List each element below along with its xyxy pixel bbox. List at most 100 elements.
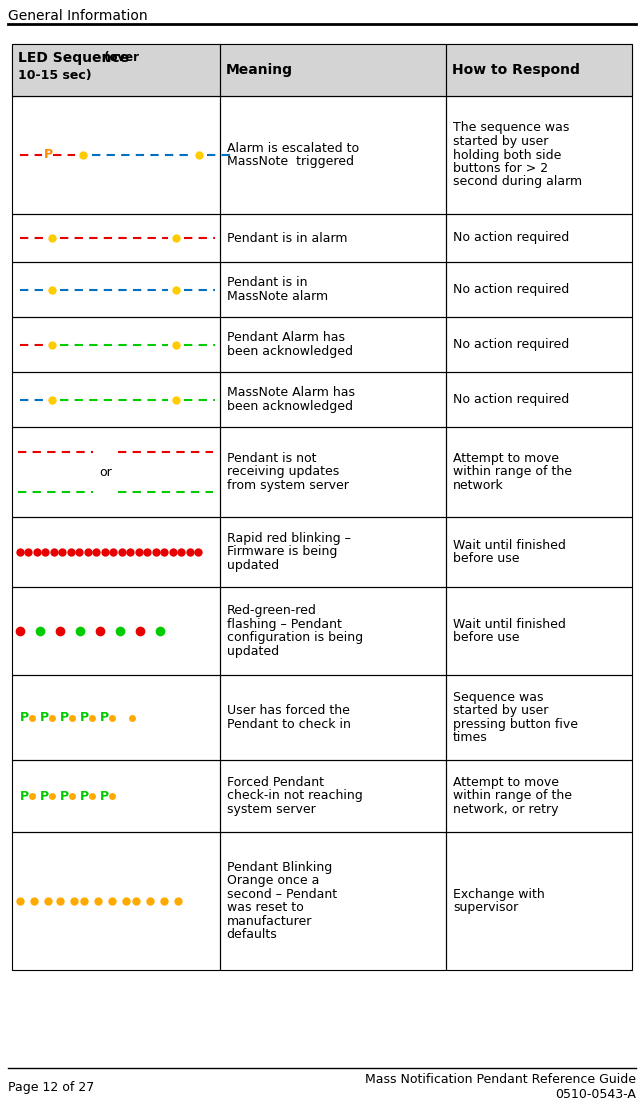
Text: No action required: No action required xyxy=(453,282,569,296)
Bar xyxy=(446,587,632,675)
Text: second during alarm: second during alarm xyxy=(453,176,582,189)
Bar xyxy=(12,44,220,96)
Text: Alarm is escalated to: Alarm is escalated to xyxy=(227,141,359,155)
Text: Firmware is being: Firmware is being xyxy=(227,546,337,558)
Bar xyxy=(220,517,446,587)
Bar xyxy=(12,96,220,214)
Bar xyxy=(446,44,632,96)
Text: P: P xyxy=(100,711,109,724)
Text: Pendant Blinking: Pendant Blinking xyxy=(227,861,332,874)
Text: P: P xyxy=(100,790,109,803)
Bar xyxy=(446,214,632,262)
Text: MassNote alarm: MassNote alarm xyxy=(227,290,328,302)
Text: Attempt to move: Attempt to move xyxy=(453,776,559,790)
Text: times: times xyxy=(453,732,488,744)
Bar xyxy=(220,675,446,759)
Text: Rapid red blinking –: Rapid red blinking – xyxy=(227,532,350,545)
Text: No action required: No action required xyxy=(453,338,569,351)
Text: configuration is being: configuration is being xyxy=(227,632,363,644)
Text: MassNote Alarm has: MassNote Alarm has xyxy=(227,386,355,399)
Text: General Information: General Information xyxy=(8,9,147,23)
Text: before use: before use xyxy=(453,553,520,565)
Bar xyxy=(12,317,220,373)
Text: No action required: No action required xyxy=(453,231,569,245)
Text: supervisor: supervisor xyxy=(453,901,518,914)
Text: P: P xyxy=(60,711,69,724)
Text: receiving updates: receiving updates xyxy=(227,466,339,478)
Text: Pendant to check in: Pendant to check in xyxy=(227,717,350,731)
Bar xyxy=(12,373,220,427)
Text: pressing button five: pressing button five xyxy=(453,717,578,731)
Bar xyxy=(446,96,632,214)
Bar xyxy=(220,44,446,96)
Bar xyxy=(446,373,632,427)
Bar xyxy=(220,262,446,317)
Bar xyxy=(12,517,220,587)
Text: 10-15 sec): 10-15 sec) xyxy=(18,69,91,82)
Text: been acknowledged: been acknowledged xyxy=(227,399,353,413)
Text: before use: before use xyxy=(453,632,520,644)
Text: or: or xyxy=(99,466,112,478)
Bar xyxy=(12,587,220,675)
Text: buttons for > 2: buttons for > 2 xyxy=(453,162,548,175)
Text: Forced Pendant: Forced Pendant xyxy=(227,776,324,790)
Text: Sequence was: Sequence was xyxy=(453,691,544,704)
Bar xyxy=(220,759,446,832)
Text: Pendant is not: Pendant is not xyxy=(227,451,316,465)
Text: holding both side: holding both side xyxy=(453,149,562,161)
Text: P: P xyxy=(40,790,49,803)
Text: Attempt to move: Attempt to move xyxy=(453,451,559,465)
Text: updated: updated xyxy=(227,645,279,658)
Bar xyxy=(220,373,446,427)
Text: Pendant is in: Pendant is in xyxy=(227,276,307,289)
Bar xyxy=(220,587,446,675)
Bar xyxy=(446,44,632,96)
Bar xyxy=(446,832,632,970)
Text: P: P xyxy=(44,149,53,161)
Bar xyxy=(12,832,220,970)
Text: P: P xyxy=(20,790,29,803)
Text: Wait until finished: Wait until finished xyxy=(453,538,566,552)
Bar xyxy=(220,96,446,214)
Bar xyxy=(446,427,632,517)
Text: The sequence was: The sequence was xyxy=(453,121,569,135)
Bar xyxy=(12,214,220,262)
Text: How to Respond: How to Respond xyxy=(452,63,580,77)
Bar xyxy=(446,517,632,587)
Bar xyxy=(12,427,220,517)
Text: Red-green-red: Red-green-red xyxy=(227,604,317,617)
Bar xyxy=(220,427,446,517)
Text: Exchange with: Exchange with xyxy=(453,887,545,901)
Text: updated: updated xyxy=(227,559,279,572)
Text: network: network xyxy=(453,479,504,492)
Text: within range of the: within range of the xyxy=(453,466,572,478)
Text: Meaning: Meaning xyxy=(225,63,293,77)
Bar xyxy=(446,759,632,832)
Text: from system server: from system server xyxy=(227,479,348,492)
Bar xyxy=(12,44,220,96)
Text: P: P xyxy=(60,790,69,803)
Text: P: P xyxy=(80,790,89,803)
Bar xyxy=(220,832,446,970)
Text: network, or retry: network, or retry xyxy=(453,803,558,816)
Bar xyxy=(12,262,220,317)
Text: was reset to: was reset to xyxy=(227,901,303,914)
Text: Mass Notification Pendant Reference Guide
0510-0543-A: Mass Notification Pendant Reference Guid… xyxy=(365,1073,636,1101)
Text: No action required: No action required xyxy=(453,393,569,406)
Text: started by user: started by user xyxy=(453,704,549,717)
Text: second – Pendant: second – Pendant xyxy=(227,887,337,901)
Text: Pendant Alarm has: Pendant Alarm has xyxy=(227,331,345,345)
Text: check-in not reaching: check-in not reaching xyxy=(227,790,363,803)
Text: Orange once a: Orange once a xyxy=(227,874,319,887)
Text: system server: system server xyxy=(227,803,316,816)
Bar xyxy=(220,214,446,262)
Text: (over: (over xyxy=(100,51,139,64)
Bar xyxy=(12,675,220,759)
Text: started by user: started by user xyxy=(453,135,549,148)
Bar xyxy=(12,759,220,832)
Bar xyxy=(446,675,632,759)
Text: manufacturer: manufacturer xyxy=(227,915,312,927)
Text: P: P xyxy=(80,711,89,724)
Bar xyxy=(220,317,446,373)
Text: defaults: defaults xyxy=(227,929,278,941)
